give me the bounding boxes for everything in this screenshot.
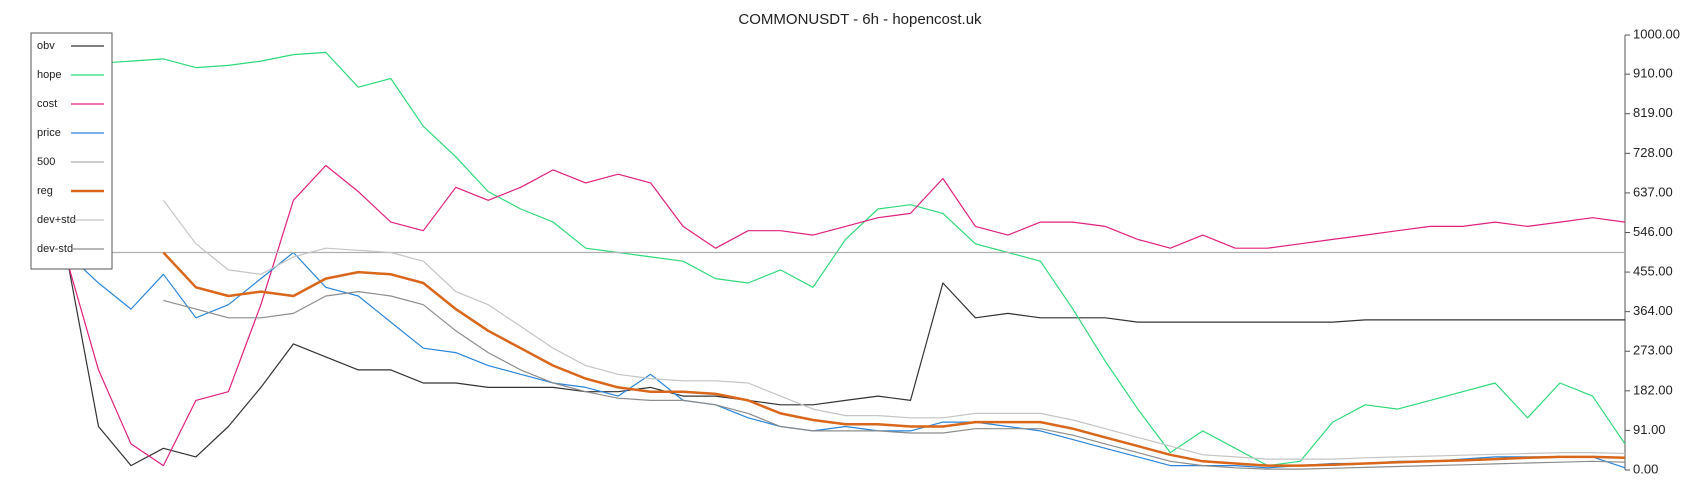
legend-label: 500 [37, 156, 55, 168]
series-line [65, 51, 1626, 467]
legend-box [30, 32, 113, 270]
y-tick-label: 0.00 [1633, 461, 1658, 476]
y-tick-label: 91.00 [1633, 422, 1666, 437]
y-tick-label: 182.00 [1633, 382, 1673, 397]
y-tick-label: 910.00 [1633, 66, 1673, 81]
y-tick-label: 728.00 [1633, 145, 1673, 160]
y-tick-label: 1000.00 [1633, 26, 1680, 41]
y-tick-label: 819.00 [1633, 105, 1673, 120]
legend-label: hope [37, 69, 61, 81]
y-tick-label: 546.00 [1633, 224, 1673, 239]
series-line [162, 199, 1626, 460]
legend-label: obv [37, 40, 55, 52]
legend-label: price [37, 127, 61, 139]
legend-label: cost [37, 98, 57, 110]
y-tick-label: 273.00 [1633, 343, 1673, 358]
legend-label: reg [37, 185, 53, 197]
y-tick-label: 364.00 [1633, 303, 1673, 318]
series-line [65, 164, 1626, 467]
y-tick-label: 455.00 [1633, 264, 1673, 279]
series-line [162, 251, 1626, 467]
series-line [65, 251, 1626, 469]
legend: obv hope cost price 500 reg dev+std dev-std [30, 32, 113, 270]
legend-label: dev+std [37, 214, 76, 226]
chart-title: COMMONUSDT - 6h - hopencost.uk [738, 11, 982, 28]
series-line [163, 291, 1626, 470]
y-tick-label: 637.00 [1633, 184, 1673, 199]
legend-label: dev-std [37, 243, 73, 255]
series-line [65, 252, 1625, 467]
